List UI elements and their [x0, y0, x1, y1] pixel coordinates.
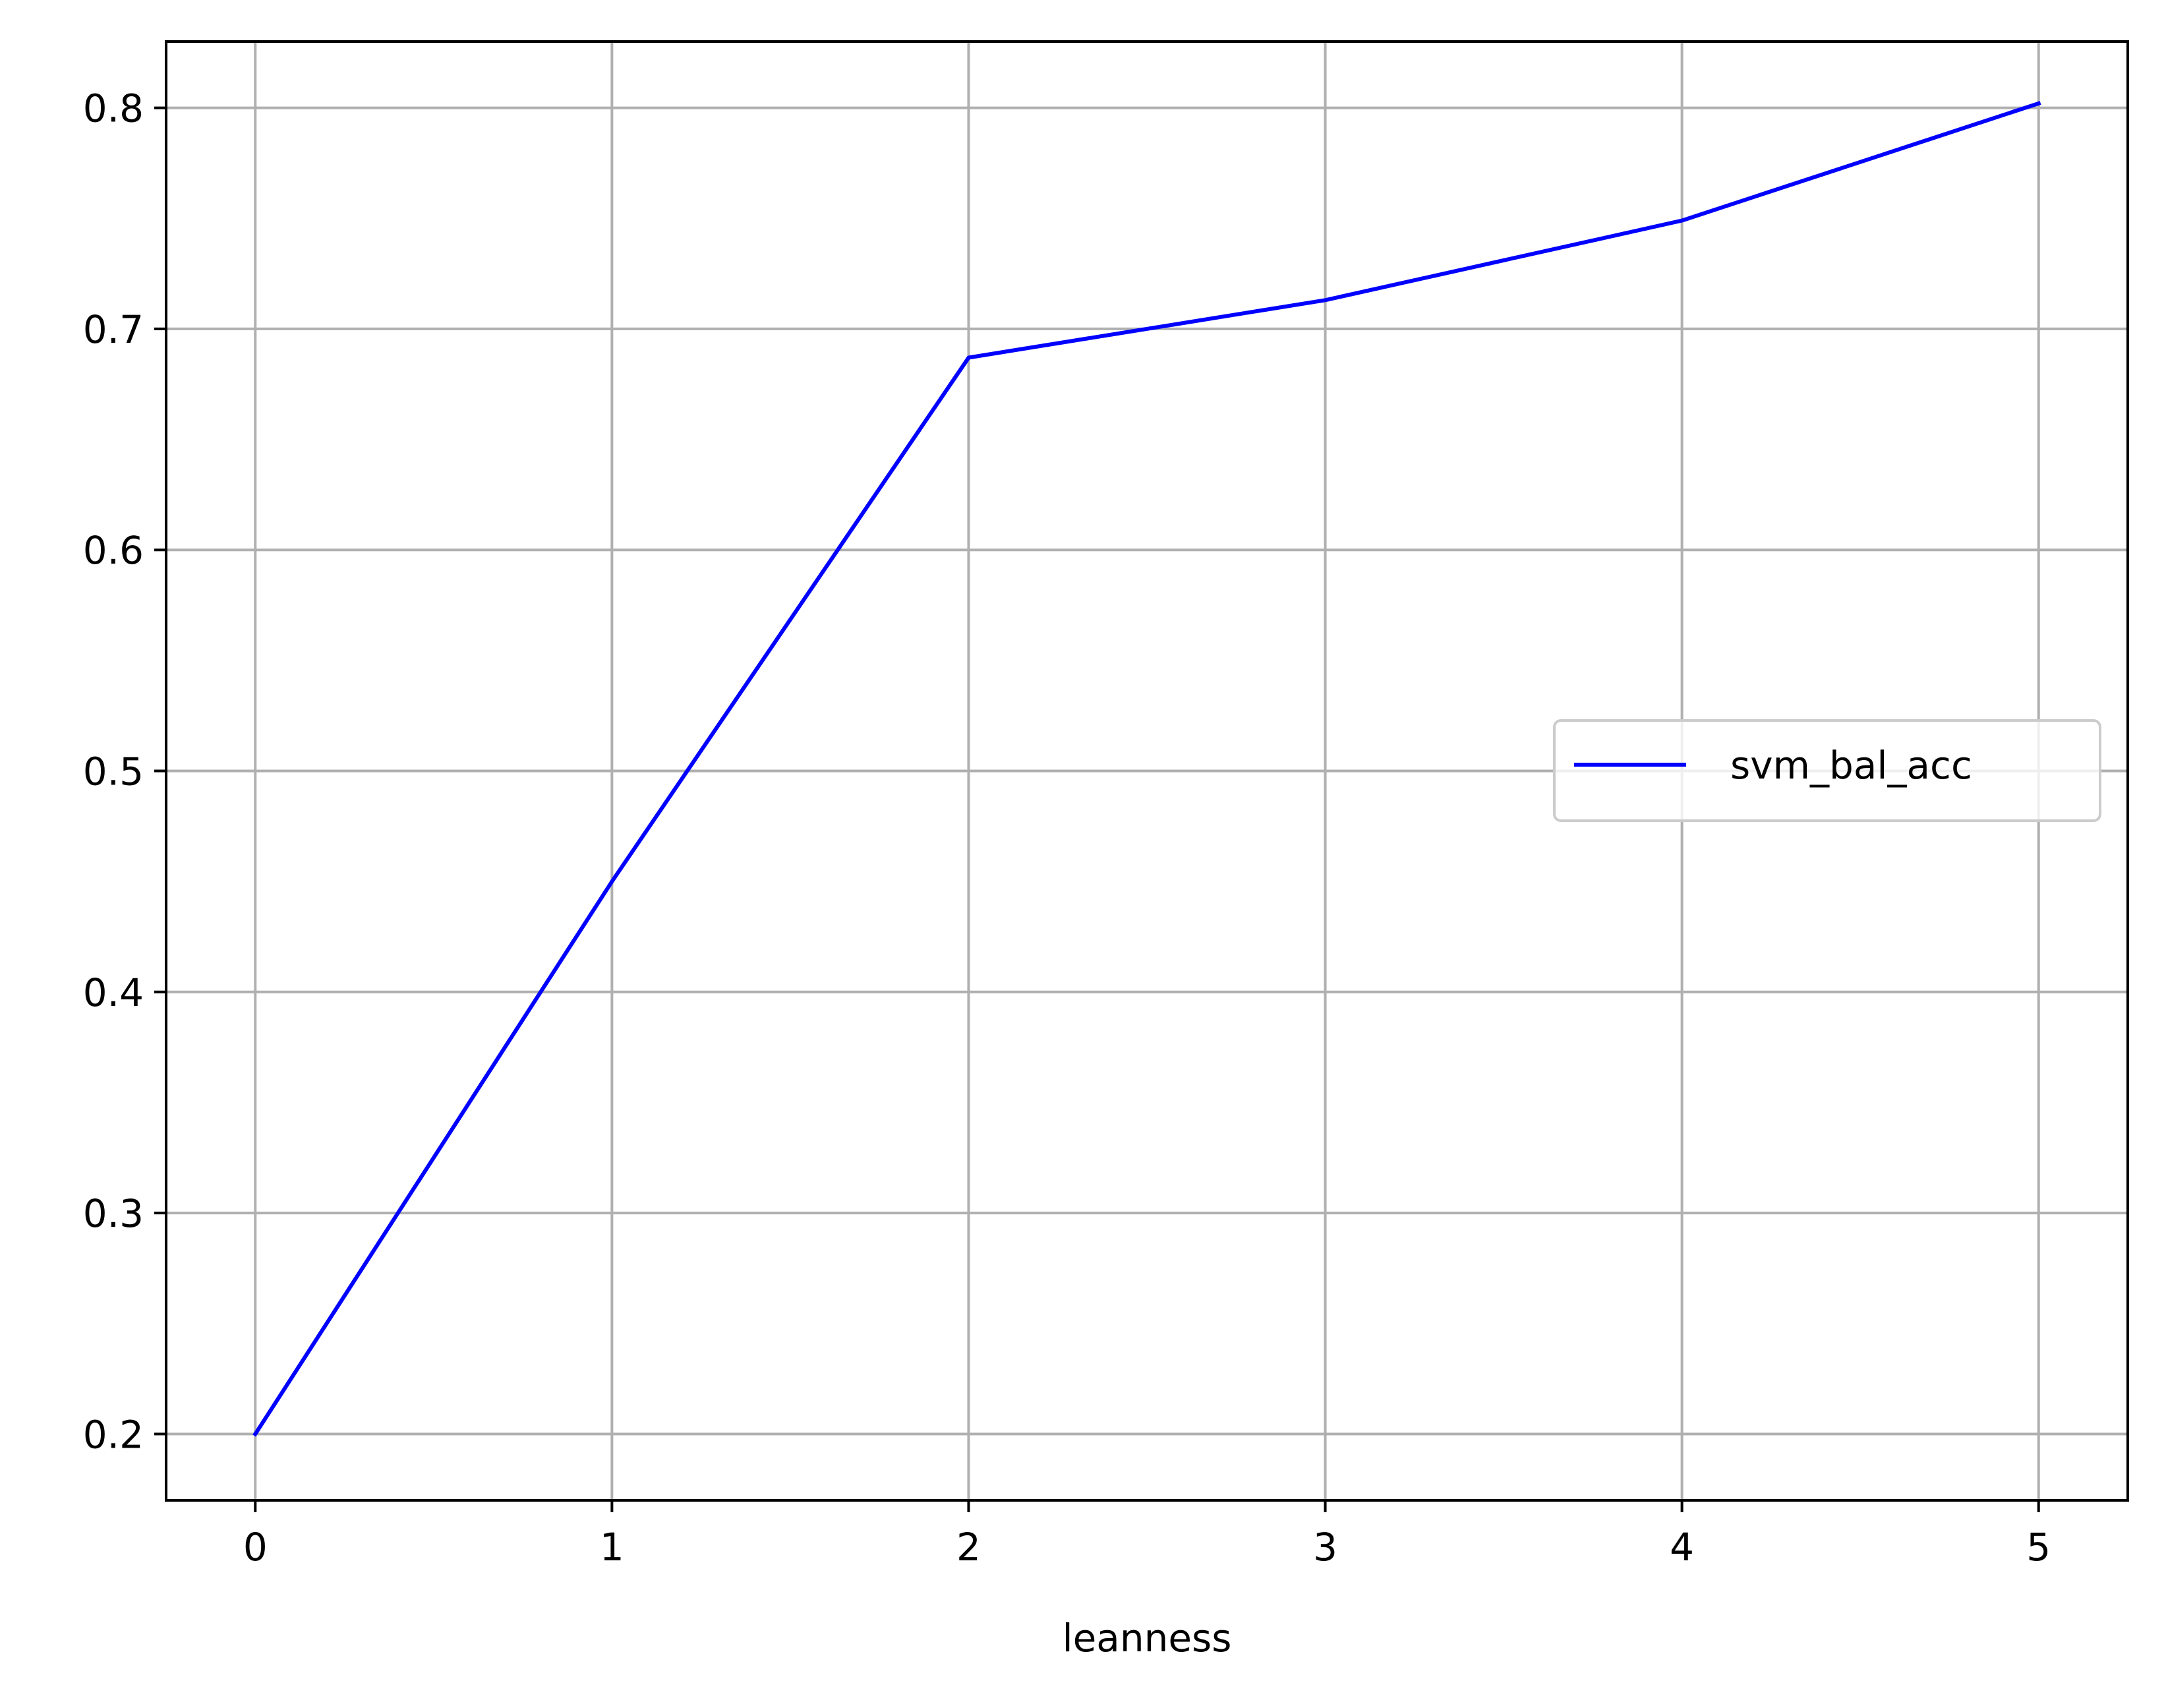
- y-tick-label: 0.8: [83, 86, 144, 131]
- x-tick-label: 2: [956, 1525, 981, 1570]
- legend-label: svm_bal_acc: [1730, 743, 1972, 788]
- x-tick-label: 1: [600, 1525, 624, 1570]
- axis-ticks: 0 1 2 3 4 5 0.2 0.3 0.4 0.5 0.6 0.7 0.8: [83, 86, 2051, 1570]
- y-tick-label: 0.7: [83, 307, 144, 352]
- y-tick-label: 0.2: [83, 1412, 144, 1457]
- y-tick-label: 0.4: [83, 970, 144, 1015]
- series-layer: [252, 101, 2041, 1437]
- x-tick-label: 5: [2026, 1525, 2051, 1570]
- x-tick-label: 0: [243, 1525, 268, 1570]
- x-tick-label: 3: [1313, 1525, 1337, 1570]
- y-tick-label: 0.3: [83, 1191, 144, 1236]
- y-tick-label: 0.5: [83, 750, 144, 794]
- x-tick-label: 4: [1670, 1525, 1694, 1570]
- legend: svm_bal_acc: [1553, 719, 2101, 822]
- series-line-svm-bal-acc: [252, 101, 2041, 1437]
- y-tick-label: 0.6: [83, 528, 144, 573]
- legend-box: [1553, 719, 2101, 822]
- x-axis-title: leanness: [1063, 1616, 1232, 1661]
